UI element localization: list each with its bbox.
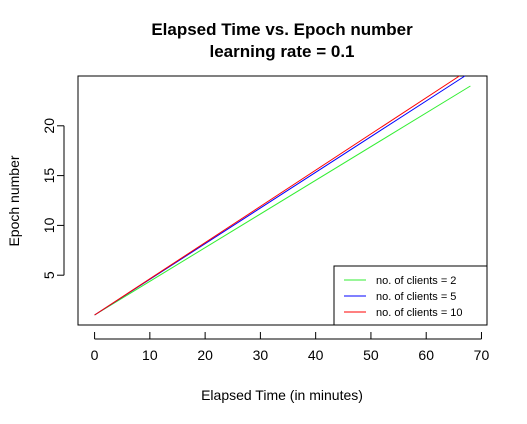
x-axis: 0 10 20 30 40 50 60 70 <box>91 332 490 363</box>
series-line-1 <box>94 85 471 316</box>
y-axis-label: Epoch number <box>6 155 22 246</box>
x-tick-label: 40 <box>308 347 324 363</box>
plot-area-frame <box>77 75 488 326</box>
series-group <box>94 75 471 316</box>
x-tick-label: 60 <box>418 347 434 363</box>
x-tick-label: 50 <box>363 347 379 363</box>
x-tick-label: 30 <box>253 347 269 363</box>
series-line-3 <box>94 75 460 316</box>
x-axis-label: Elapsed Time (in minutes) <box>201 387 363 403</box>
legend-label-2: no. of clients = 5 <box>376 291 456 303</box>
x-tick-label: 0 <box>91 347 99 363</box>
legend-label-1: no. of clients = 2 <box>376 275 456 287</box>
y-tick-label: 20 <box>41 118 57 134</box>
series-line-2 <box>94 75 466 316</box>
y-tick-label: 5 <box>41 271 57 279</box>
y-tick-label: 10 <box>41 217 57 233</box>
x-tick-label: 70 <box>474 347 490 363</box>
y-axis: 5 10 15 20 <box>41 118 65 279</box>
x-tick-label: 20 <box>197 347 213 363</box>
legend: no. of clients = 2 no. of clients = 5 no. … <box>333 265 488 326</box>
chart-title: Elapsed Time vs. Epoch number <box>151 20 413 39</box>
x-tick-label: 10 <box>142 347 158 363</box>
y-tick-label: 15 <box>41 168 57 184</box>
chart-subtitle: learning rate = 0.1 <box>209 42 354 61</box>
legend-label-3: no. of clients = 10 <box>376 307 463 319</box>
